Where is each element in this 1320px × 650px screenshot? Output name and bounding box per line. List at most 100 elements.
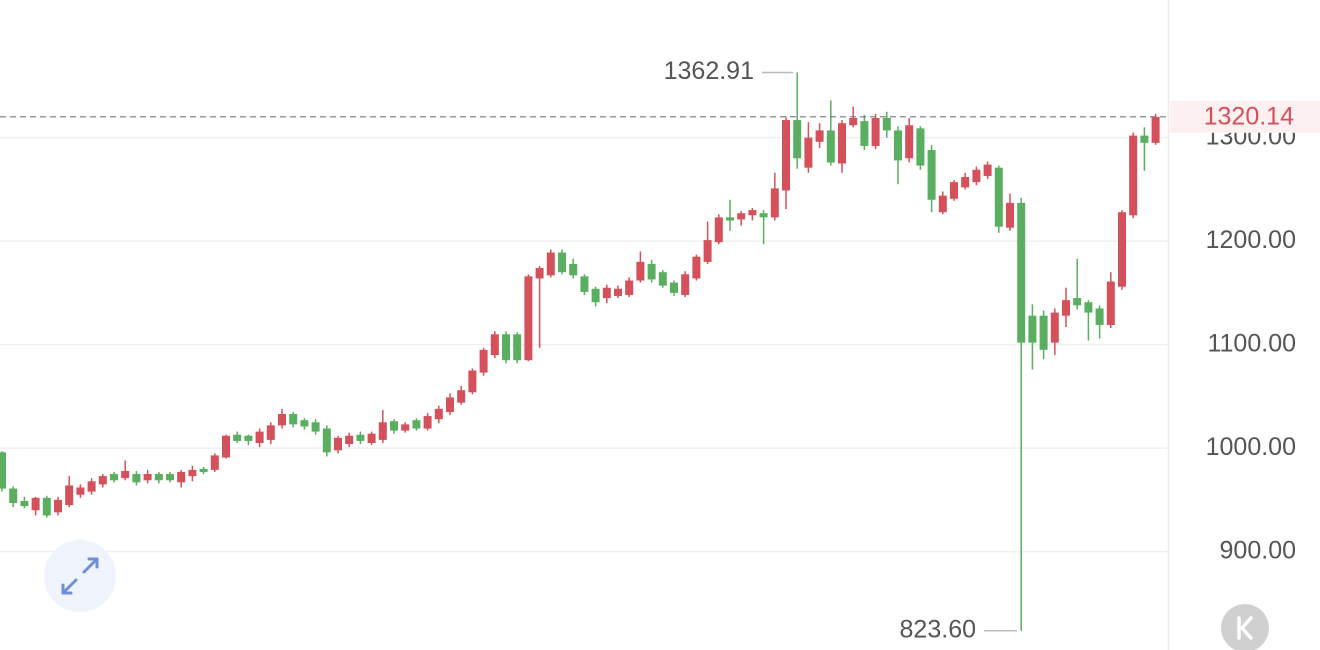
candle-body (378, 422, 387, 440)
candle-body (1129, 135, 1138, 216)
expand-button[interactable] (44, 540, 116, 612)
candle-body (233, 434, 242, 441)
candle-body (401, 424, 410, 431)
candle-body (726, 217, 734, 221)
candle-body (479, 349, 488, 373)
candle-body (714, 217, 723, 243)
y-tick-label: 900.00 (1220, 536, 1296, 564)
candle-body (1073, 298, 1082, 306)
candle-body (222, 435, 230, 458)
candle-body (1095, 308, 1104, 325)
candle-body (446, 397, 454, 412)
candle-body (31, 497, 40, 511)
candle-body (1028, 315, 1037, 343)
candle-body (737, 213, 746, 220)
candle-body (154, 474, 163, 481)
candle-body (367, 433, 376, 443)
candle-body (9, 488, 18, 504)
candle-body (65, 485, 74, 506)
candle-body (692, 256, 701, 279)
candle-body (1106, 281, 1115, 325)
candle-body (434, 408, 443, 420)
candle-body (759, 213, 768, 218)
candle-body (1084, 302, 1093, 313)
candle-body (647, 263, 656, 280)
candle-body (345, 435, 354, 445)
candle-body (121, 470, 130, 479)
candle-body (166, 474, 174, 481)
last-price-label: 1320.14 (1204, 102, 1294, 130)
candle-body (658, 272, 667, 286)
candle-body (177, 471, 186, 483)
y-tick-label: 1200.00 (1206, 226, 1296, 254)
candle-body (266, 425, 275, 440)
candle-body (513, 334, 522, 361)
candle-body (0, 452, 6, 489)
candle-body (457, 390, 466, 403)
candle-body (782, 120, 790, 191)
min-label: 823.60 (900, 615, 976, 643)
candle-body (132, 474, 141, 483)
candle-body (927, 150, 936, 200)
candle-body (54, 499, 62, 513)
candle-body (591, 288, 600, 303)
candle-body (748, 210, 757, 216)
candle-body (300, 420, 309, 427)
candle-body (670, 282, 678, 293)
candle-body (1017, 202, 1026, 343)
candle-body (558, 252, 566, 273)
plot: 900.001000.001100.001200.001300.001362.9… (0, 57, 1320, 643)
candle-body (524, 276, 533, 361)
candle-body (602, 287, 611, 299)
k-icon (1237, 616, 1253, 640)
candle-body (569, 263, 578, 276)
candle-body (502, 334, 510, 361)
candle-body (994, 167, 1003, 227)
candle-body (804, 137, 813, 168)
candle-body (838, 123, 846, 164)
candle-body (110, 474, 118, 481)
candle-body (255, 431, 264, 443)
candle-body (826, 130, 835, 163)
y-tick-label: 1000.00 (1206, 433, 1296, 461)
candle-body (614, 288, 622, 297)
candle-body (390, 421, 398, 431)
candle-body (793, 120, 802, 159)
candle-body (1151, 116, 1160, 143)
candle-body (815, 130, 824, 142)
candle-body (289, 414, 298, 425)
candle-body (681, 274, 690, 295)
candle-body (199, 468, 208, 472)
candle-body (871, 117, 880, 146)
candle-body (334, 437, 342, 451)
candle-body (849, 117, 858, 126)
candle-body (546, 252, 555, 276)
candle-body (950, 182, 958, 199)
last-price-box (1170, 100, 1320, 133)
candle-body (580, 276, 589, 292)
candle-body (916, 128, 925, 166)
candle-body (278, 414, 286, 426)
k-button[interactable] (1221, 604, 1269, 650)
candle-body (1006, 202, 1014, 228)
candle-body (894, 130, 902, 161)
candle-body (87, 481, 96, 492)
candle-body (983, 164, 992, 176)
candle-body (412, 420, 421, 429)
candle-body (1039, 315, 1048, 350)
candle-body (98, 476, 107, 485)
candle-body (1062, 300, 1070, 316)
candle-body (143, 474, 152, 481)
candle-body (972, 169, 981, 183)
candle-body (1140, 135, 1149, 143)
candle-body (244, 435, 253, 441)
candle-body (490, 334, 499, 356)
candle-body (322, 428, 331, 453)
candle-body (188, 469, 197, 477)
candle-body (703, 240, 712, 262)
candle-body (535, 268, 544, 279)
y-tick-label: 1100.00 (1207, 329, 1296, 357)
candle-body (770, 188, 779, 218)
candle-body (468, 370, 477, 393)
